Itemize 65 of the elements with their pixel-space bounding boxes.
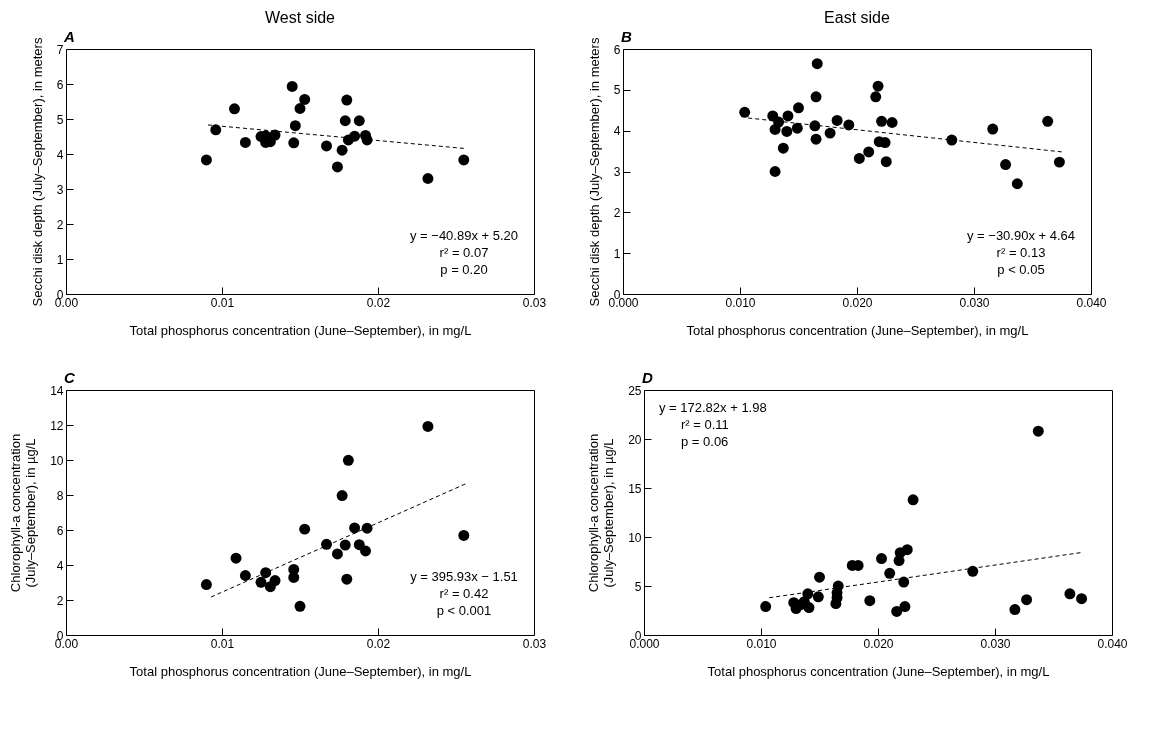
annotation: r² = 0.13 — [996, 245, 1046, 260]
x-tick-label: 0.020 — [842, 295, 873, 310]
x-tick-label: 0.010 — [725, 295, 756, 310]
y-tick-label: 8 — [56, 488, 64, 503]
y-axis-title: Secchi disk depth (July–September), in meters — [586, 37, 602, 307]
y-tick-label: 6 — [56, 77, 64, 92]
annotation: p < 0.001 — [436, 603, 492, 618]
y-tick-label: 5 — [56, 112, 64, 127]
annotation: r² = 0.11 — [681, 417, 729, 432]
x-tick-label: 0.02 — [366, 295, 391, 310]
x-axis-title: Total phosphorus concentration (June–September), in mg/L — [707, 663, 1050, 679]
x-tick-label: 0.03 — [522, 295, 547, 310]
x-tick-label: 0.02 — [366, 636, 391, 651]
y-tick-label: 7 — [56, 42, 64, 57]
y-tick-label: 6 — [56, 523, 64, 538]
y-tick-label: 4 — [56, 558, 64, 573]
text: D — [642, 369, 653, 386]
x-tick-label: 0.020 — [863, 636, 894, 651]
y-tick-label: 15 — [628, 481, 642, 496]
y-tick-label: 20 — [628, 432, 642, 447]
y-axis-title: Secchi disk depth (July–September), in meters — [29, 37, 45, 307]
y-tick-label: 25 — [628, 383, 642, 398]
y-tick-label: 3 — [56, 182, 64, 197]
x-axis-title: Total phosphorus concentration (June–September), in mg/L — [129, 663, 472, 679]
y-tick-label: 12 — [50, 418, 64, 433]
x-axis-title: Total phosphorus concentration (June–September), in mg/L — [129, 322, 472, 338]
x-tick-label: 0.030 — [980, 636, 1011, 651]
annotation: y = 395.93x − 1.51 — [410, 569, 518, 584]
y-tick-label: 3 — [613, 165, 621, 179]
x-tick-label: 0.040 — [1076, 295, 1107, 310]
annotation: r² = 0.42 — [439, 586, 489, 601]
annotation: p < 0.05 — [997, 262, 1045, 277]
x-tick-label: 0.01 — [210, 295, 235, 310]
y-tick-label: 10 — [628, 530, 642, 545]
y-tick-label: 10 — [50, 453, 64, 468]
y-tick-label: 5 — [613, 83, 621, 98]
x-axis-title: Total phosphorus concentration (June–September), in mg/L — [686, 322, 1029, 338]
y-tick-label: 2 — [56, 217, 64, 232]
x-tick-label: 0.010 — [746, 636, 777, 651]
y-axis-title: Chlorophyll-a concentration (July–September), in µg/L — [8, 433, 39, 593]
annotation: p = 0.20 — [440, 262, 488, 277]
y-tick-label: 2 — [613, 205, 621, 220]
x-tick-label: 0.030 — [959, 295, 990, 310]
annotation: y = 172.82x + 1.98 — [659, 400, 767, 415]
y-tick-label: 4 — [613, 124, 621, 139]
y-tick-label: 5 — [634, 579, 642, 594]
annotation: r² = 0.07 — [439, 245, 489, 260]
y-tick-label: 4 — [56, 147, 64, 162]
annotation: p = 0.06 — [681, 434, 729, 449]
y-tick-label: 1 — [613, 246, 621, 261]
text: A — [63, 28, 75, 45]
y-tick-label: 14 — [50, 383, 64, 398]
annotation: y = −30.90x + 4.64 — [966, 228, 1076, 243]
x-tick-label: 0.03 — [522, 636, 547, 651]
y-tick-label: 2 — [56, 593, 64, 608]
y-tick-label: 6 — [613, 42, 621, 57]
chart-title: West side — [265, 9, 336, 26]
y-axis-title: Chlorophyll-a concentration (July–September), in µg/L — [586, 433, 617, 593]
text: B — [621, 28, 632, 45]
x-tick-label: 0.01 — [210, 636, 235, 651]
annotation: y = −40.89x + 5.20 — [409, 228, 519, 243]
text: C — [64, 369, 76, 386]
x-tick-label: 0.040 — [1097, 636, 1128, 651]
y-tick-label: 1 — [56, 252, 64, 267]
chart-title: East side — [824, 9, 891, 26]
